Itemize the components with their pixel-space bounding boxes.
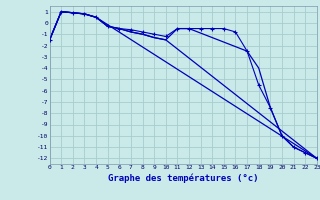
X-axis label: Graphe des températures (°c): Graphe des températures (°c) — [108, 173, 259, 183]
